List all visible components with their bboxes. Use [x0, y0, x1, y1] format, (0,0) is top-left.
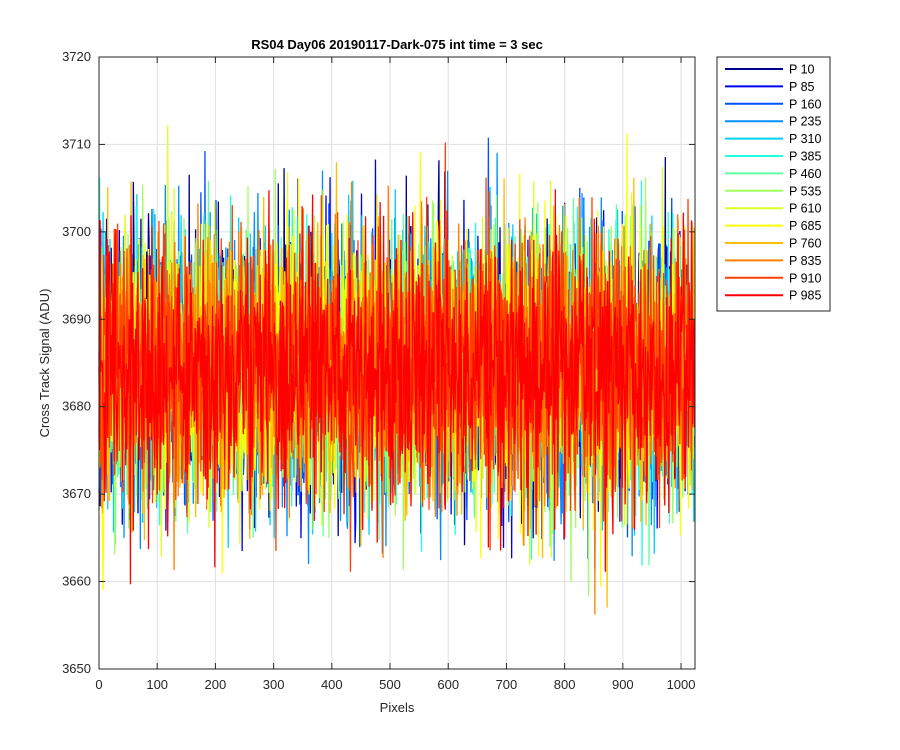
y-tick-label: 3720: [62, 49, 91, 64]
x-tick-label: 1000: [667, 677, 696, 692]
legend-label: P 760: [789, 237, 821, 251]
legend: P 10 P 85 P 160 P 235 P 310 P 385 P 460 P 535 P …: [716, 56, 831, 312]
legend-label: P 235: [789, 115, 821, 129]
x-axis-ticks: 0 100 200 300 400 500 600 700 800 900 1000: [95, 57, 695, 692]
x-tick-label: 900: [612, 677, 634, 692]
y-tick-label: 3680: [62, 399, 91, 414]
x-axis-label: Pixels: [380, 700, 415, 715]
y-tick-label: 3670: [62, 486, 91, 501]
legend-label: P 310: [789, 132, 821, 146]
plot-frame: [98, 56, 696, 670]
y-axis-ticks: 3650 3660 3670 3680 3690 3700 3710 3720: [62, 49, 695, 676]
legend-label: P 910: [789, 271, 821, 285]
x-tick-label: 500: [379, 677, 401, 692]
legend-label: P 160: [789, 97, 821, 111]
series-lines: [98, 125, 696, 615]
legend-label: P 10: [789, 63, 815, 77]
legend-box: [716, 56, 831, 312]
legend-label: P 985: [789, 289, 821, 303]
chart-title: RS04 Day06 20190117-Dark-075 int time = …: [251, 37, 543, 52]
legend-label: P 685: [789, 219, 821, 233]
x-tick-label: 400: [321, 677, 343, 692]
legend-label: P 535: [789, 184, 821, 198]
x-tick-label: 200: [205, 677, 227, 692]
y-tick-label: 3660: [62, 574, 91, 589]
y-tick-label: 3690: [62, 311, 91, 326]
legend-label: P 85: [789, 80, 815, 94]
y-tick-label: 3700: [62, 224, 91, 239]
legend-label: P 835: [789, 254, 821, 268]
x-tick-label: 100: [146, 677, 168, 692]
x-tick-label: 300: [263, 677, 285, 692]
y-axis-label: Cross Track Signal (ADU): [37, 289, 52, 438]
legend-label: P 460: [789, 167, 821, 181]
x-tick-label: 0: [95, 677, 102, 692]
y-tick-label: 3710: [62, 136, 91, 151]
legend-label: P 385: [789, 150, 821, 164]
y-tick-label: 3650: [62, 661, 91, 676]
x-tick-label: 700: [496, 677, 518, 692]
legend-label: P 610: [789, 202, 821, 216]
series-line-p-985: [98, 189, 696, 585]
x-tick-label: 600: [437, 677, 459, 692]
x-tick-label: 800: [554, 677, 576, 692]
